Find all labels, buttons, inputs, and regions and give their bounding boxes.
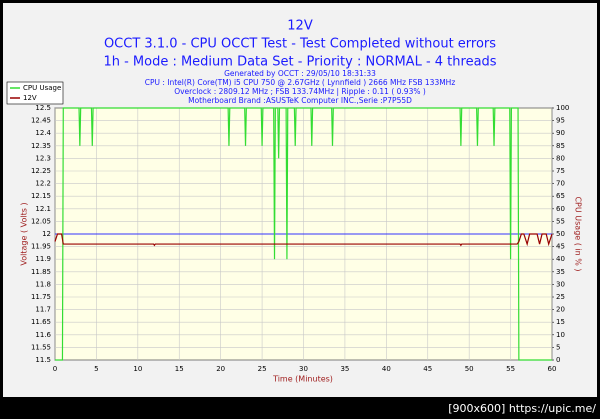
y2-tick-label: 15: [556, 318, 565, 326]
y2-tick-label: 65: [556, 192, 565, 200]
info: Overclock : 2809.12 MHz ; FSB 133.74MHz …: [174, 87, 426, 96]
y-tick-label: 12.25: [31, 167, 51, 175]
y2-tick-label: 90: [556, 129, 565, 137]
y2-tick-label: 10: [556, 331, 565, 339]
y-tick-label: 12.45: [31, 117, 51, 125]
y-tick-label: 12.2: [35, 180, 51, 188]
info: Motherboard Brand :ASUSTeK Computer INC.…: [188, 96, 412, 105]
x-tick-label: 30: [299, 365, 308, 373]
y2-tick-label: 75: [556, 167, 565, 175]
x-tick-label: 5: [94, 365, 98, 373]
x-tick-label: 15: [175, 365, 184, 373]
y-tick-label: 11.6: [35, 331, 51, 339]
y-tick-label: 12.15: [31, 192, 51, 200]
y2-tick-label: 0: [556, 356, 560, 364]
x-tick-label: 0: [53, 365, 57, 373]
y-tick-label: 12.5: [35, 104, 51, 112]
y-tick-label: 12.1: [35, 205, 51, 213]
y2-tick-label: 35: [556, 268, 565, 276]
x-axis-label: Time (Minutes): [272, 375, 333, 384]
x-tick-label: 50: [465, 365, 474, 373]
y-tick-label: 12.05: [31, 217, 51, 225]
y-tick-label: 11.65: [31, 318, 51, 326]
y2-tick-label: 20: [556, 306, 565, 314]
subtitle: 1h - Mode : Medium Data Set - Priority :…: [103, 55, 496, 70]
y2-tick-label: 50: [556, 230, 565, 238]
subtitle: OCCT 3.1.0 - CPU OCCT Test - Test Comple…: [104, 37, 496, 52]
chart-title: 12V: [287, 19, 313, 34]
y-tick-label: 11.95: [31, 243, 51, 251]
y2-tick-label: 45: [556, 243, 565, 251]
watermark: [900x600] https://upic.me/: [448, 402, 596, 415]
info: CPU : Intel(R) Core(TM) i5 CPU 750 @ 2.6…: [145, 78, 456, 87]
y2-tick-label: 30: [556, 280, 565, 288]
legend-box: [6, 81, 64, 105]
y2-tick-label: 60: [556, 205, 565, 213]
x-tick-label: 60: [548, 365, 557, 373]
series-line: [54, 233, 553, 247]
y2-tick-label: 95: [556, 117, 565, 125]
y2-tick-label: 100: [556, 104, 569, 112]
y-tick-label: 11.55: [31, 343, 51, 351]
y2-tick-label: 25: [556, 293, 565, 301]
y2-tick-label: 55: [556, 217, 565, 225]
x-tick-label: 55: [506, 365, 515, 373]
y-tick-label: 12: [42, 230, 51, 238]
y-tick-label: 11.85: [31, 268, 51, 276]
y2-axis-label: CPU Usage ( in % ): [574, 196, 583, 271]
x-tick-label: 25: [258, 365, 267, 373]
y-tick-label: 11.8: [35, 280, 51, 288]
y2-tick-label: 5: [556, 343, 560, 351]
y-tick-label: 11.7: [35, 306, 51, 314]
x-tick-label: 45: [423, 365, 432, 373]
y2-tick-label: 85: [556, 142, 565, 150]
y-tick-label: 11.9: [35, 255, 51, 263]
legend-label: 12V: [23, 94, 37, 102]
x-tick-label: 40: [382, 365, 391, 373]
y-tick-label: 12.3: [35, 154, 51, 162]
info: Generated by OCCT : 29/05/10 18:31:33: [224, 69, 376, 78]
y-tick-label: 11.75: [31, 293, 51, 301]
y-axis-label: Voltage ( Volts ): [20, 202, 29, 265]
y2-tick-label: 40: [556, 255, 565, 263]
y2-tick-label: 70: [556, 180, 565, 188]
legend: CPU Usage 12V: [6, 81, 64, 105]
legend-label: CPU Usage: [23, 84, 61, 92]
y-tick-label: 12.35: [31, 142, 51, 150]
y-tick-label: 12.4: [35, 129, 51, 137]
x-tick-label: 20: [216, 365, 225, 373]
x-tick-label: 35: [340, 365, 349, 373]
y-tick-label: 11.5: [35, 356, 51, 364]
x-tick-label: 10: [133, 365, 142, 373]
y2-tick-label: 80: [556, 154, 565, 162]
series-line: [55, 107, 552, 361]
